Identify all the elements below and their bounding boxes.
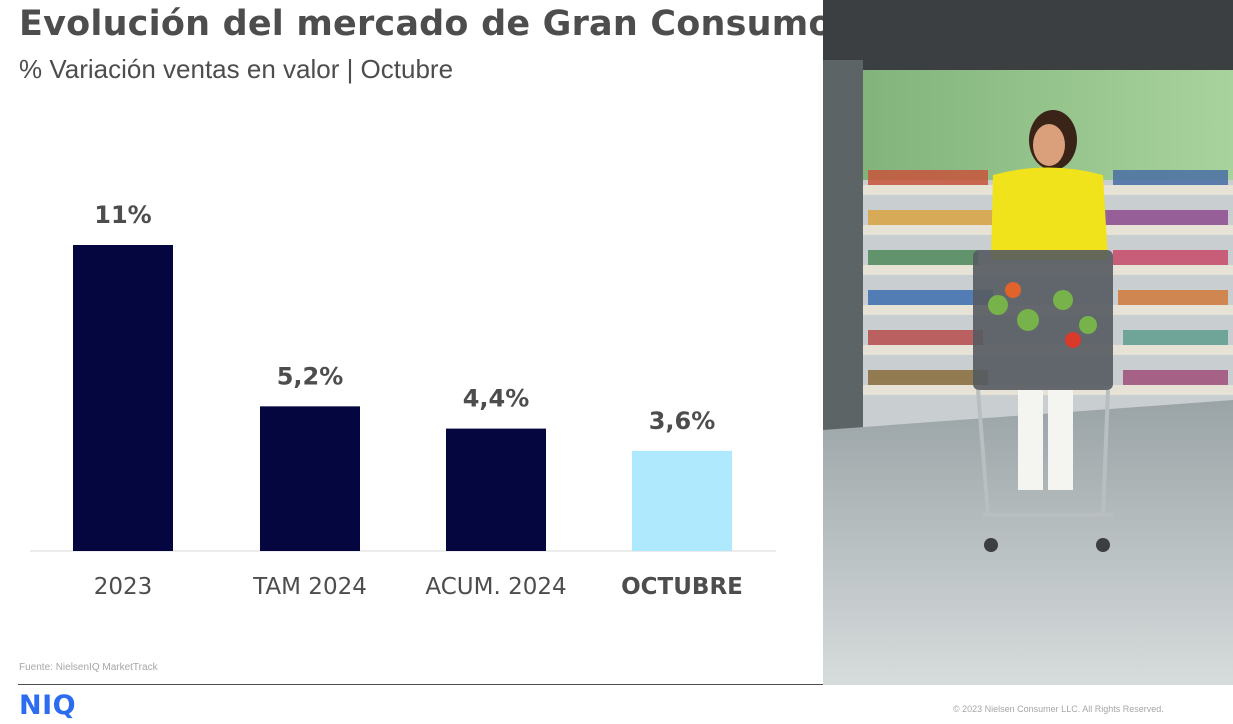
data-label-1: 5,2% <box>277 362 344 390</box>
category-label-0: 2023 <box>94 574 153 600</box>
supermarket-photo <box>823 0 1233 685</box>
shopper-with-cart-image <box>823 0 1233 685</box>
chart-title: Evolución del mercado de Gran Consumo <box>19 4 833 44</box>
niq-logo: NIQ <box>19 690 77 721</box>
source-note: Fuente: NielsenIQ MarketTrack <box>19 662 158 673</box>
bar-0 <box>73 245 173 551</box>
category-label-3: OCTUBRE <box>621 574 743 600</box>
copyright-text: © 2023 Nielsen Consumer LLC. All Rights … <box>953 704 1164 714</box>
bar-chart: 11% 2023 5,2% TAM 2024 4,4% ACUM. 2024 3,6% OCT… <box>30 201 776 600</box>
bar-2 <box>446 428 546 551</box>
chart-subtitle: % Variación ventas en valor | Octubre <box>19 54 454 84</box>
category-label-2: ACUM. 2024 <box>425 574 566 600</box>
bar-3 <box>632 450 732 551</box>
data-label-0: 11% <box>94 201 151 229</box>
bar-1 <box>260 406 360 551</box>
data-label-2: 4,4% <box>463 385 530 413</box>
footer-divider <box>18 684 823 685</box>
data-label-3: 3,6% <box>649 407 716 435</box>
category-label-1: TAM 2024 <box>252 574 367 600</box>
bars-group: 11% 2023 5,2% TAM 2024 4,4% ACUM. 2024 3,6% OCT… <box>73 201 743 600</box>
